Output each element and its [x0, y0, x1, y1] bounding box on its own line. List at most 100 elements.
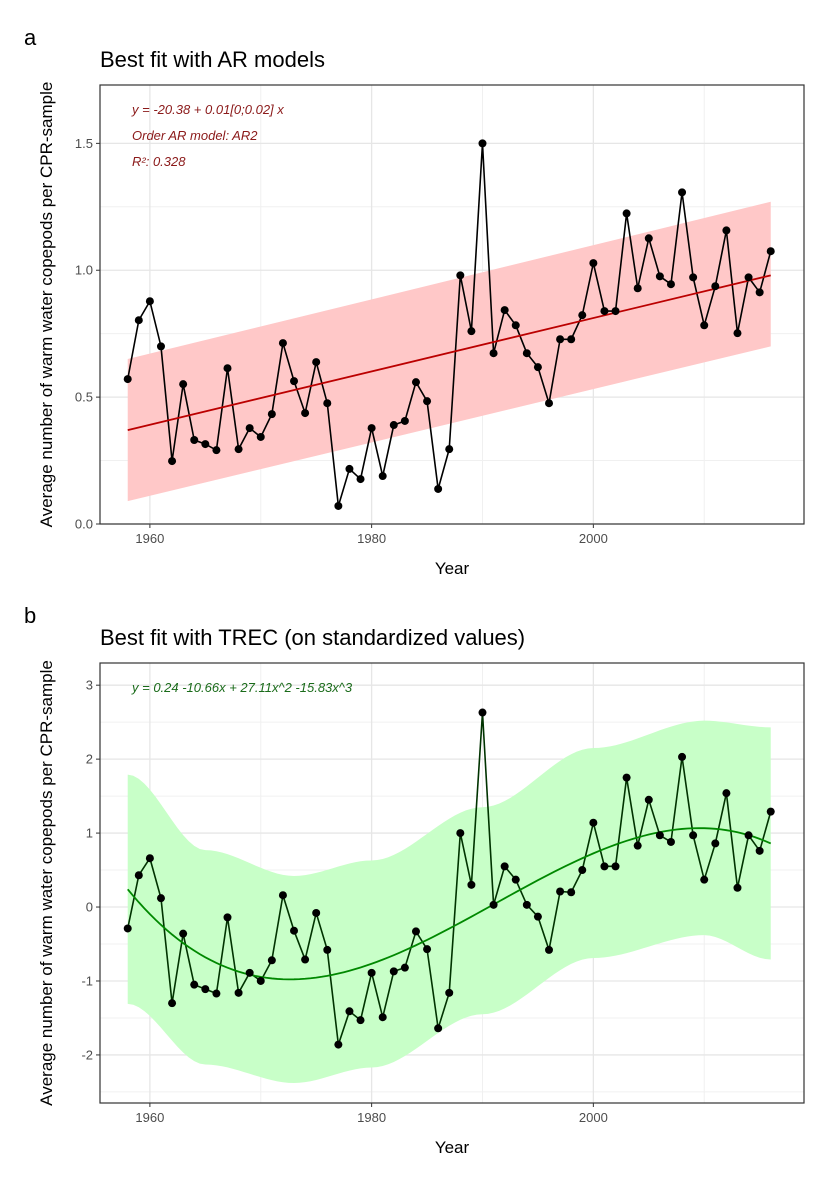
data-point — [700, 321, 709, 330]
data-point — [312, 358, 321, 367]
data-point — [345, 464, 354, 473]
data-point — [456, 271, 465, 280]
data-point — [600, 307, 609, 316]
y-tick-label: 1 — [86, 826, 93, 841]
panel-label: b — [24, 603, 36, 628]
y-axis-title: Average number of warm water copepods pe… — [37, 82, 56, 528]
data-point — [400, 963, 409, 972]
data-point — [323, 399, 332, 408]
y-tick-label: 0 — [86, 900, 93, 915]
data-point — [689, 273, 698, 282]
data-point — [511, 321, 520, 330]
data-point — [267, 956, 276, 965]
data-point — [423, 397, 432, 406]
data-point — [511, 875, 520, 884]
panel-label: a — [24, 25, 37, 50]
data-point — [478, 139, 487, 148]
annotation: Order AR model: AR2 — [132, 128, 258, 143]
data-point — [434, 1024, 443, 1033]
data-point — [134, 871, 143, 880]
data-point — [290, 926, 299, 935]
data-point — [256, 432, 265, 441]
x-tick-label: 2000 — [579, 531, 608, 546]
data-point — [245, 424, 254, 433]
confidence-band — [127, 201, 771, 502]
data-point — [533, 363, 542, 372]
data-point — [711, 282, 720, 291]
data-point — [644, 234, 653, 243]
data-point — [434, 484, 443, 493]
data-point — [611, 862, 620, 871]
data-point — [766, 247, 775, 256]
data-point — [445, 988, 454, 997]
x-tick-label: 1960 — [135, 1110, 164, 1125]
y-tick-label: 2 — [86, 752, 93, 767]
data-point — [179, 929, 188, 938]
data-point — [655, 272, 664, 281]
fit-line — [127, 827, 772, 981]
data-point — [212, 989, 221, 998]
data-point — [700, 875, 709, 884]
data-point — [633, 284, 642, 293]
data-point — [378, 1013, 387, 1022]
annotation: R²: 0.328 — [132, 154, 186, 169]
data-point — [278, 891, 287, 900]
data-point — [179, 380, 188, 389]
y-tick-label: -2 — [81, 1047, 93, 1062]
data-point — [622, 209, 631, 218]
x-tick-label: 1980 — [357, 531, 386, 546]
data-point — [500, 862, 509, 871]
data-point — [589, 259, 598, 268]
data-point — [545, 945, 554, 954]
data-point — [356, 1016, 365, 1025]
data-point — [500, 306, 509, 315]
data-point — [666, 280, 675, 289]
data-point — [622, 773, 631, 782]
data-point — [733, 329, 742, 338]
panel-a: a Best fit with AR models 1960 1980 2000 0.0 0… — [24, 25, 805, 578]
data-point — [445, 445, 454, 454]
data-point — [190, 980, 199, 989]
data-point — [655, 831, 664, 840]
data-point — [567, 888, 576, 897]
data-point — [411, 378, 420, 387]
data-point — [567, 335, 576, 344]
data-point — [223, 364, 232, 373]
y-tick-label: -1 — [81, 973, 93, 988]
data-point — [334, 1040, 343, 1049]
data-point — [489, 349, 498, 358]
data-point — [722, 789, 731, 798]
data-point — [678, 188, 687, 197]
data-point — [378, 472, 387, 481]
data-point — [123, 924, 132, 933]
data-point — [600, 862, 609, 871]
data-point — [323, 945, 332, 954]
data-point — [367, 424, 376, 433]
data-point — [145, 854, 154, 863]
data-point — [689, 831, 698, 840]
y-tick-label: 0.0 — [75, 517, 93, 532]
data-point — [644, 795, 653, 804]
data-point — [400, 416, 409, 425]
data-point — [245, 968, 254, 977]
data-point — [744, 273, 753, 282]
data-point — [766, 807, 775, 816]
data-point — [556, 335, 565, 344]
data-point — [345, 1007, 354, 1016]
confidence-band — [127, 720, 771, 1084]
data-point — [223, 913, 232, 922]
data-point — [201, 985, 210, 994]
fit-line — [127, 274, 771, 431]
data-point — [467, 880, 476, 889]
data-point — [522, 349, 531, 358]
plot-border — [99, 662, 805, 1104]
data-point — [522, 900, 531, 909]
data-point — [367, 968, 376, 977]
data-point — [489, 900, 498, 909]
data-point — [278, 339, 287, 348]
data-point — [589, 818, 598, 827]
data-point — [711, 839, 720, 848]
data-point — [722, 226, 731, 235]
data-point — [423, 945, 432, 954]
